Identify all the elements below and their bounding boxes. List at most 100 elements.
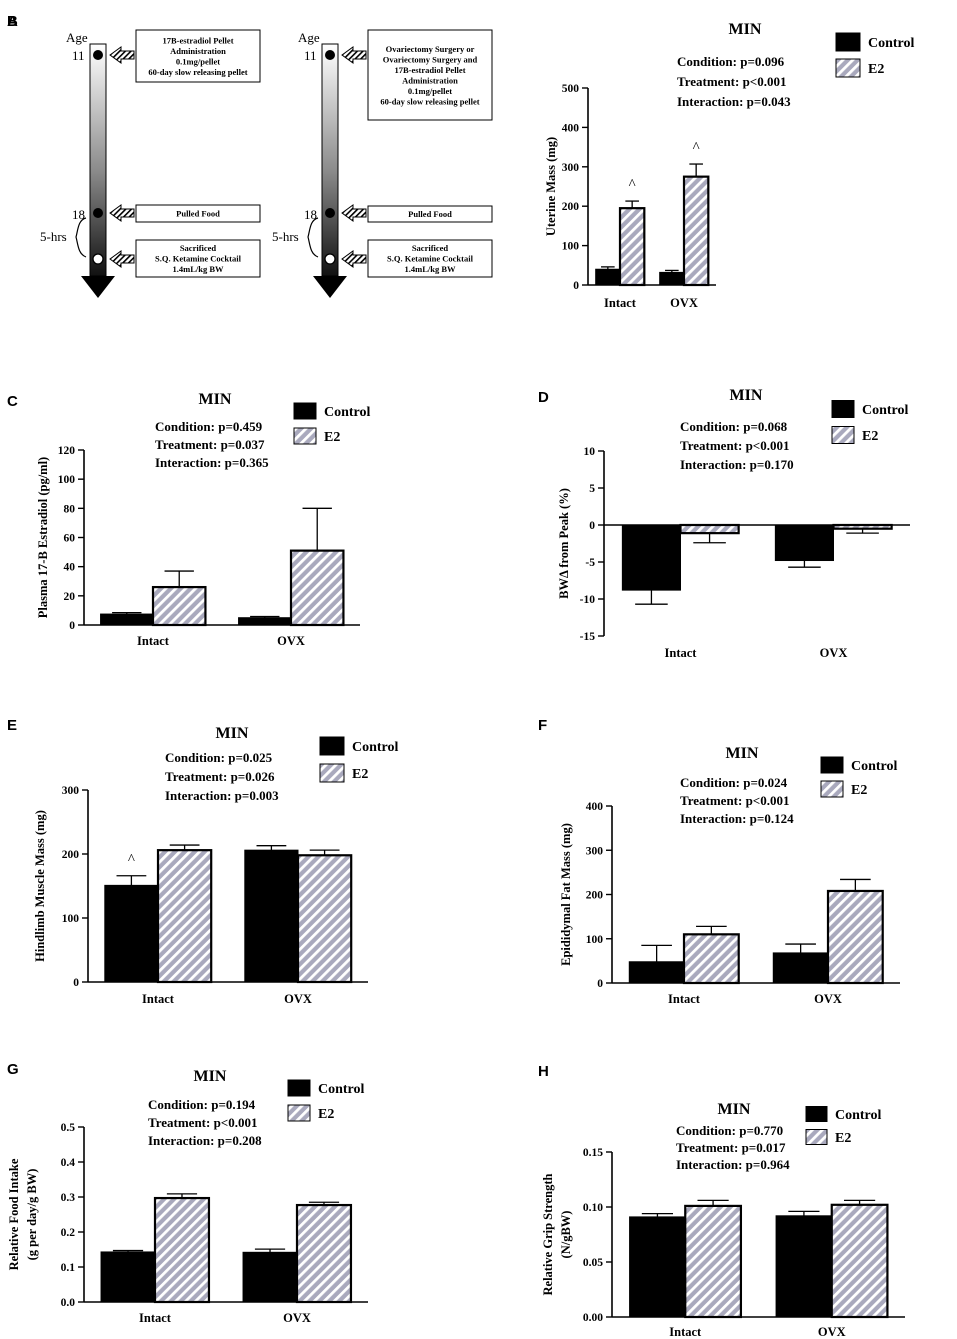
legend-swatch-control — [287, 1079, 311, 1097]
event-text: Ovariectomy Surgery or — [386, 44, 475, 54]
bar-e2-intact — [679, 523, 740, 535]
stat-line: Treatment: p=0.037 — [155, 437, 265, 452]
y-tick-label: 0 — [589, 520, 595, 532]
y-tick-label: 300 — [586, 845, 604, 857]
event-text: 1.4mL/kg BW — [404, 264, 456, 274]
event-box — [367, 205, 493, 223]
panel-letter: A — [7, 13, 18, 30]
chart-title: MIN — [726, 745, 759, 762]
age-label: Age — [66, 30, 88, 45]
legend-swatch-e2 — [293, 427, 317, 445]
pointer-arrow — [109, 250, 135, 268]
bar-control-ovx — [774, 524, 834, 562]
x-category-label: Intact — [604, 296, 637, 310]
bar-control-intact — [629, 1216, 686, 1318]
stat-line: Treatment: p<0.001 — [680, 438, 789, 453]
x-category-label: OVX — [814, 992, 842, 1006]
stat-line: Treatment: p<0.001 — [148, 1115, 257, 1130]
stat-line: Condition: p=0.025 — [165, 750, 273, 765]
y-axis-label: Uterine Mass (mg) — [544, 137, 558, 236]
x-category-label: OVX — [277, 634, 305, 648]
y-tick-label: 0.2 — [61, 1227, 76, 1239]
panel-f: F MIN Condition: p=0.024 Treatment: p<0.001… — [538, 717, 900, 1006]
y-axis-label-units: (g per day/g BW) — [25, 1169, 39, 1261]
panel-letter: F — [538, 717, 547, 734]
stat-line: Interaction: p=0.124 — [680, 811, 794, 826]
event-box — [367, 239, 493, 278]
event-text: 0.1mg/pellet — [408, 86, 452, 96]
bar-e2-ovx — [682, 175, 710, 287]
chart-title: MIN — [199, 391, 232, 408]
y-axis-label: Epididymal Fat Mass (mg) — [559, 823, 573, 966]
age-tick-18: 18 — [72, 207, 85, 222]
bar-e2-ovx — [296, 854, 353, 984]
event-text: 17B-estradiol Pellet — [162, 35, 233, 45]
legend-label: Control — [851, 759, 898, 774]
event-box — [135, 29, 261, 83]
stat-line: Treatment: p<0.001 — [677, 74, 786, 89]
event-marker — [325, 50, 335, 60]
legend-swatch-control — [820, 756, 844, 774]
bar-control-intact — [100, 1251, 156, 1303]
legend-swatch-control — [319, 736, 345, 756]
bar-control-intact — [595, 268, 621, 286]
panel-h: H MIN Condition: p=0.770 Treatment: p=0.017… — [538, 1063, 905, 1339]
event-marker — [325, 208, 335, 218]
y-tick-label: 0.10 — [583, 1202, 603, 1214]
y-tick-label: 0.5 — [61, 1122, 76, 1134]
panel-e: E MIN Condition: p=0.025 Treatment: p=0.026… — [7, 717, 399, 1006]
event-text: 60-day slow releasing pellet — [148, 67, 247, 77]
legend-label: Control — [318, 1082, 365, 1097]
event-box — [367, 29, 493, 121]
legend-label: Control — [835, 1108, 882, 1123]
age-label: Age — [298, 30, 320, 45]
y-tick-label: 0.3 — [61, 1192, 76, 1204]
legend-label: Control — [862, 403, 909, 418]
event-text: Administration — [402, 75, 458, 85]
bar-control-intact — [100, 613, 154, 626]
x-category-label: Intact — [139, 1311, 172, 1325]
bar-control-intact — [628, 961, 685, 984]
y-tick-label: 100 — [586, 934, 604, 946]
bar-e2-intact — [684, 1204, 743, 1319]
y-tick-label: 0.1 — [61, 1262, 76, 1274]
timeline-arrowhead — [81, 276, 115, 298]
x-category-label: Intact — [668, 992, 701, 1006]
chart-title: MIN — [216, 725, 249, 742]
y-tick-label: 100 — [62, 913, 80, 925]
y-tick-label: 0.00 — [583, 1312, 603, 1324]
chart-title: MIN — [730, 387, 763, 404]
panel-g: G MIN Condition: p=0.194 Treatment: p<0.001… — [7, 1061, 368, 1325]
y-tick-label: 200 — [586, 890, 604, 902]
timeline-shaft — [321, 43, 339, 277]
panel-c: C MIN Condition: p=0.459 Treatment: p=0.037… — [7, 391, 371, 648]
panel-letter: H — [538, 1063, 549, 1080]
stat-line: Interaction: p=0.003 — [165, 788, 279, 803]
legend-swatch-control — [293, 402, 317, 420]
y-tick-label: 120 — [58, 445, 76, 457]
significance-marker: ^ — [629, 177, 636, 193]
y-tick-label: 500 — [562, 83, 580, 95]
stat-line: Condition: p=0.096 — [677, 54, 785, 69]
bar-e2-ovx — [830, 1203, 889, 1319]
stat-line: Condition: p=0.024 — [680, 775, 788, 790]
event-box — [135, 204, 261, 223]
interval-label: 5-hrs — [272, 229, 299, 244]
y-tick-label: 200 — [62, 849, 80, 861]
legend-label: E2 — [862, 429, 878, 444]
timeline-arrowhead — [313, 276, 347, 298]
event-text: S.Q. Ketamine Cocktail — [387, 254, 474, 264]
stat-line: Condition: p=0.459 — [155, 419, 263, 434]
y-axis-label: Relative Grip Strength — [541, 1173, 555, 1295]
y-tick-label: 0.4 — [61, 1157, 76, 1169]
legend-label: Control — [352, 740, 399, 755]
y-tick-label: -15 — [580, 631, 596, 643]
y-tick-label: 0 — [69, 620, 75, 632]
bar-control-intact — [104, 884, 159, 983]
stat-line: Interaction: p=0.043 — [677, 94, 791, 109]
timeline-shaft — [89, 43, 107, 277]
y-tick-label: 10 — [584, 446, 596, 458]
interval-label: 5-hrs — [40, 229, 67, 244]
y-tick-label: 0 — [597, 978, 603, 990]
y-tick-label: 0 — [573, 280, 579, 292]
